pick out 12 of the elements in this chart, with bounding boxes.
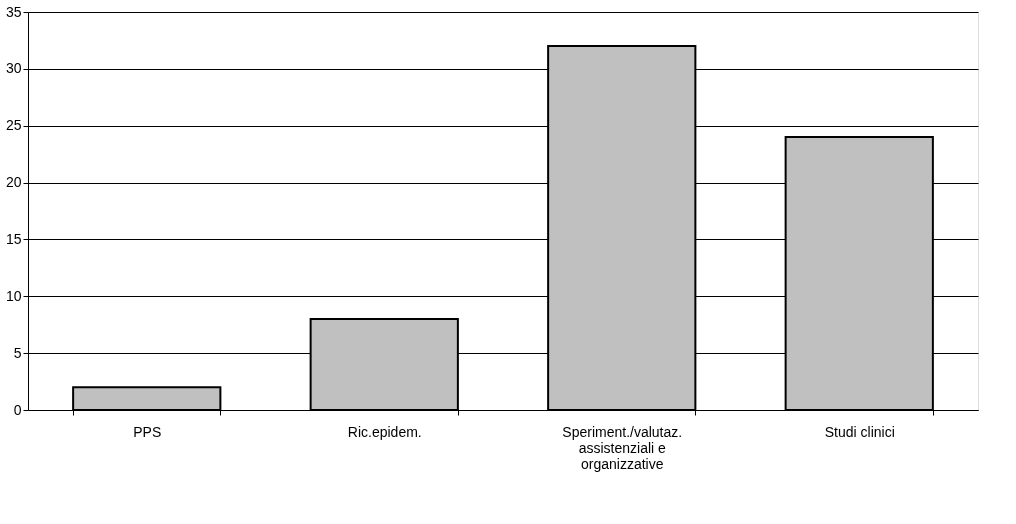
y-tick-label: 35 bbox=[5, 3, 22, 20]
y-tick-label: 25 bbox=[5, 117, 22, 134]
x-tick-label: Studi clinici bbox=[824, 423, 895, 440]
x-tick-label: Ric.epidem. bbox=[347, 423, 422, 440]
x-tick-label: PPS bbox=[133, 423, 162, 440]
y-tick-label: 15 bbox=[5, 230, 22, 247]
y-tick-label: 30 bbox=[5, 60, 22, 77]
y-tick-label: 20 bbox=[5, 174, 22, 191]
x-tick-label: Speriment./valutaz. assistenziali e organizzative bbox=[562, 423, 683, 472]
y-tick-label: 10 bbox=[5, 287, 22, 304]
y-tick-label: 0 bbox=[13, 401, 22, 418]
y-tick-label: 5 bbox=[13, 344, 22, 361]
